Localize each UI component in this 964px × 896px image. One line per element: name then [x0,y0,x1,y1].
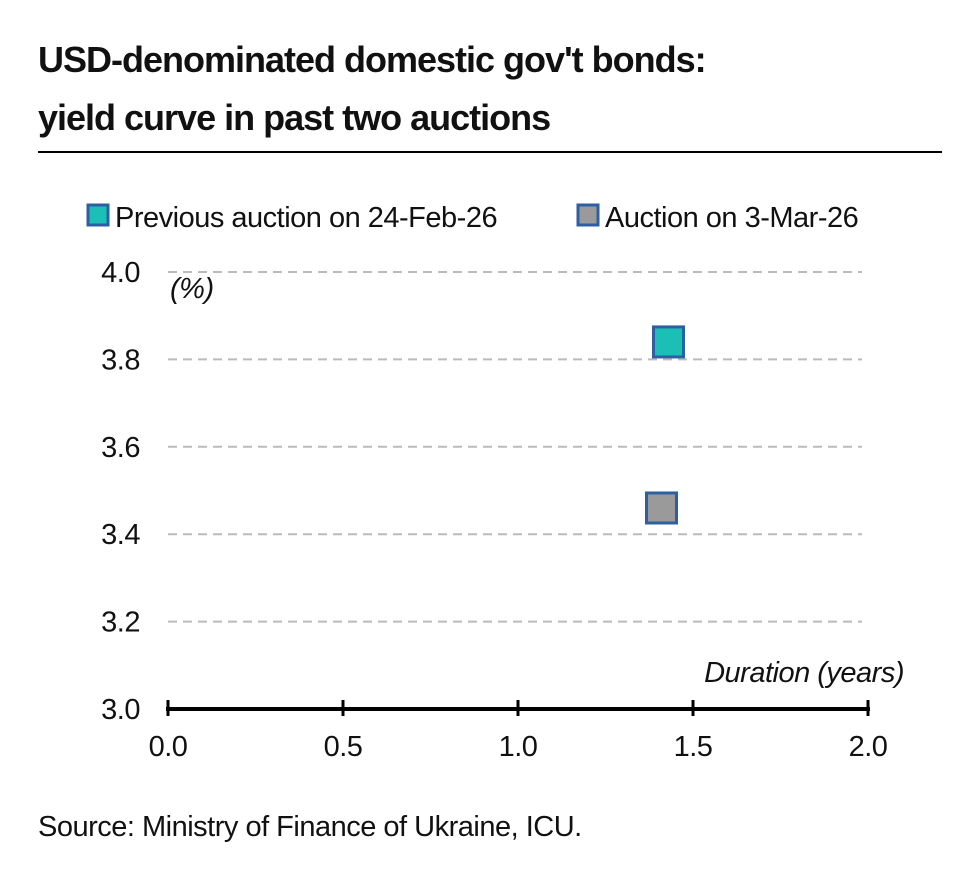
x-tick-label: 0.0 [149,731,188,763]
chart-title: USD-denominated domestic gov't bonds: [38,39,706,80]
point [645,491,678,525]
legend-label: Auction on 3-Mar-26 [605,202,858,234]
y-tick-label: 3.4 [101,519,140,551]
x-tick-label: 2.0 [849,731,888,763]
x-tick-label: 1.0 [499,731,538,763]
y-tick-label: 3.2 [101,607,140,639]
y-tick-label: 3.8 [101,344,140,376]
x-tick-label: 0.5 [324,731,363,763]
point [652,325,685,359]
legend-swatch [86,203,110,227]
y-tick-label: 3.0 [101,694,140,726]
y-tick-label: 3.6 [101,432,140,464]
source: Source: Ministry of Finance of Ukraine, … [38,811,582,843]
legend-label: Previous auction on 24-Feb-26 [115,202,497,234]
x-tick-label: 1.5 [674,731,713,763]
legend-swatch [576,203,600,227]
chart-title: yield curve in past two auctions [38,97,550,138]
y-tick-label: 4.0 [101,257,140,289]
x-axis-label: Duration (years) [704,657,904,689]
y-unit-label: (%) [170,273,214,305]
